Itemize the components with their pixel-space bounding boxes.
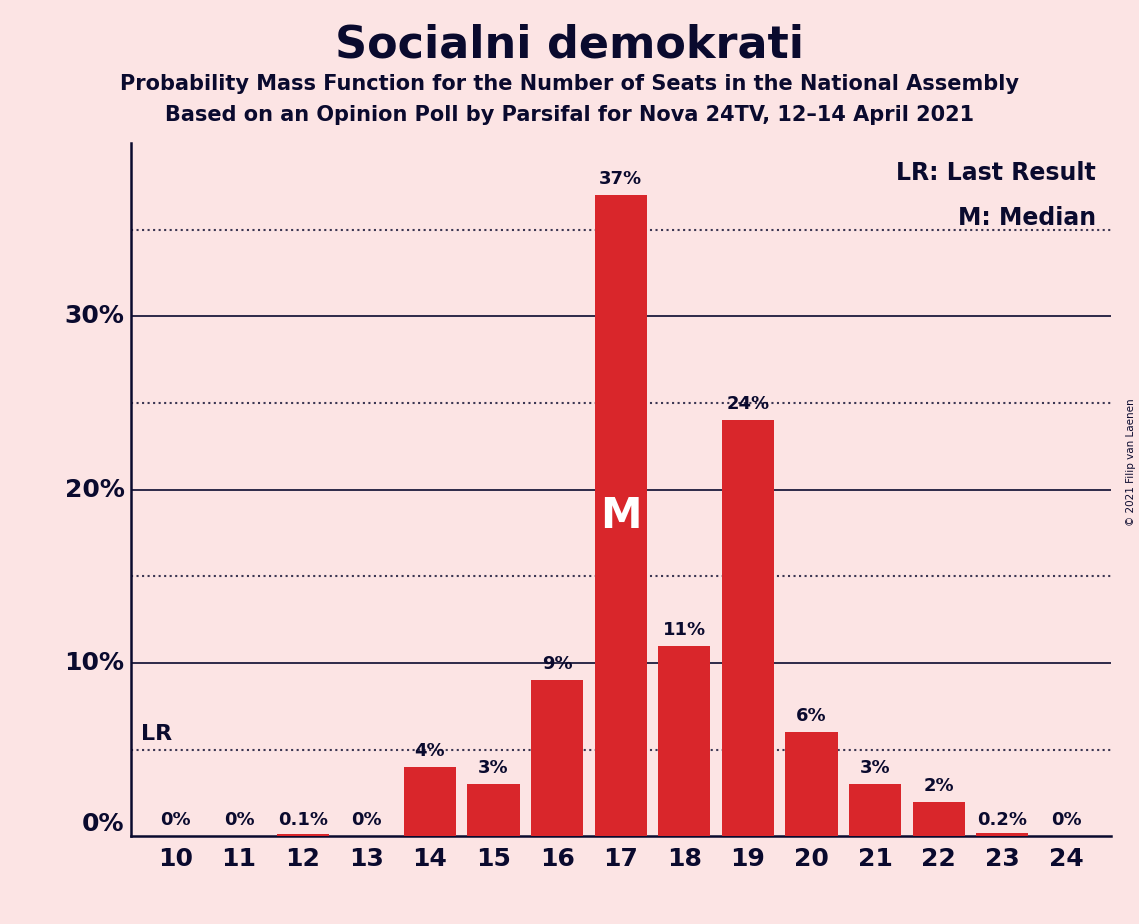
- Text: Socialni demokrati: Socialni demokrati: [335, 23, 804, 67]
- Text: 0.2%: 0.2%: [977, 811, 1027, 830]
- Text: 0%: 0%: [161, 811, 191, 830]
- Text: 11%: 11%: [663, 621, 706, 638]
- Bar: [786, 732, 837, 836]
- Text: Probability Mass Function for the Number of Seats in the National Assembly: Probability Mass Function for the Number…: [120, 74, 1019, 94]
- Bar: [658, 646, 711, 836]
- Text: 10%: 10%: [65, 651, 124, 675]
- Text: 0%: 0%: [82, 812, 124, 836]
- Text: 20%: 20%: [65, 478, 124, 502]
- Text: Based on an Opinion Poll by Parsifal for Nova 24TV, 12–14 April 2021: Based on an Opinion Poll by Parsifal for…: [165, 105, 974, 126]
- Text: LR: Last Result: LR: Last Result: [896, 161, 1096, 185]
- Text: 0.1%: 0.1%: [278, 811, 328, 830]
- Bar: [277, 834, 329, 836]
- Text: © 2021 Filip van Laenen: © 2021 Filip van Laenen: [1126, 398, 1136, 526]
- Bar: [531, 680, 583, 836]
- Text: 2%: 2%: [924, 777, 954, 795]
- Bar: [849, 784, 901, 836]
- Bar: [976, 833, 1029, 836]
- Bar: [722, 420, 775, 836]
- Text: 6%: 6%: [796, 708, 827, 725]
- Text: 0%: 0%: [1050, 811, 1081, 830]
- Bar: [595, 195, 647, 836]
- Text: 0%: 0%: [223, 811, 254, 830]
- Bar: [404, 767, 456, 836]
- Text: 37%: 37%: [599, 170, 642, 188]
- Bar: [912, 802, 965, 836]
- Bar: [467, 784, 519, 836]
- Text: 30%: 30%: [65, 305, 124, 328]
- Text: 0%: 0%: [351, 811, 382, 830]
- Text: 4%: 4%: [415, 742, 445, 760]
- Text: 24%: 24%: [727, 395, 770, 414]
- Text: 9%: 9%: [542, 655, 573, 674]
- Text: 3%: 3%: [478, 760, 509, 777]
- Text: 3%: 3%: [860, 760, 891, 777]
- Text: LR: LR: [140, 724, 172, 745]
- Text: M: Median: M: Median: [958, 206, 1096, 229]
- Text: M: M: [600, 494, 641, 537]
